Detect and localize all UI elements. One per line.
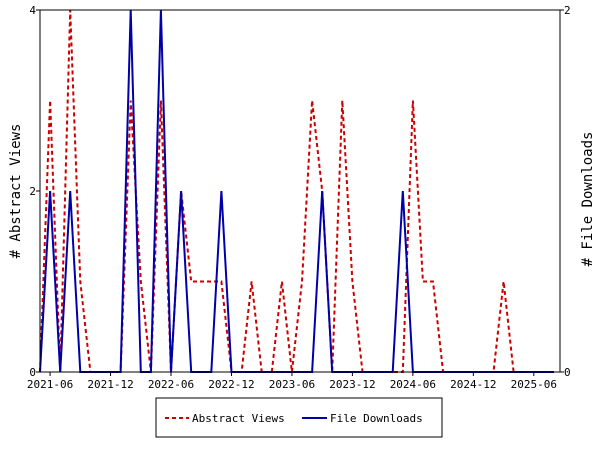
ticks-layer: 2021-06 2021-12 2022-06 2022-12 2023-06 2023-… [27,4,571,391]
y-right-axis-title: # File Downloads [580,132,596,267]
legend-label-abstract-views: Abstract Views [192,412,285,425]
series-line-file-downloads [39,9,554,373]
y-left-tick-label: 0 [29,366,36,379]
x-tick-label: 2022-12 [208,378,254,391]
y-left-axis-title: # Abstract Views [8,124,24,259]
x-tick-label: 2023-12 [329,378,375,391]
series-line-abstract-views [39,9,554,373]
legend-box [155,397,443,438]
y-left-tick-label: 4 [29,4,36,17]
x-tick-label: 2021-12 [87,378,133,391]
x-tick-label: 2021-06 [27,378,73,391]
x-tick-label: 2024-06 [390,378,436,391]
y-left-tick-label: 2 [29,185,36,198]
y-right-tick-label: 2 [564,4,571,17]
x-tick-label: 2025-06 [511,378,557,391]
plot-layer [39,9,554,373]
legend-label-file-downloads: File Downloads [330,412,423,425]
plot-frame [39,9,561,373]
x-tick-label: 2024-12 [450,378,496,391]
x-tick-label: 2022-06 [148,378,194,391]
x-tick-label: 2023-06 [269,378,315,391]
y-right-tick-label: 0 [564,366,571,379]
legend: Abstract Views File Downloads [155,397,443,438]
